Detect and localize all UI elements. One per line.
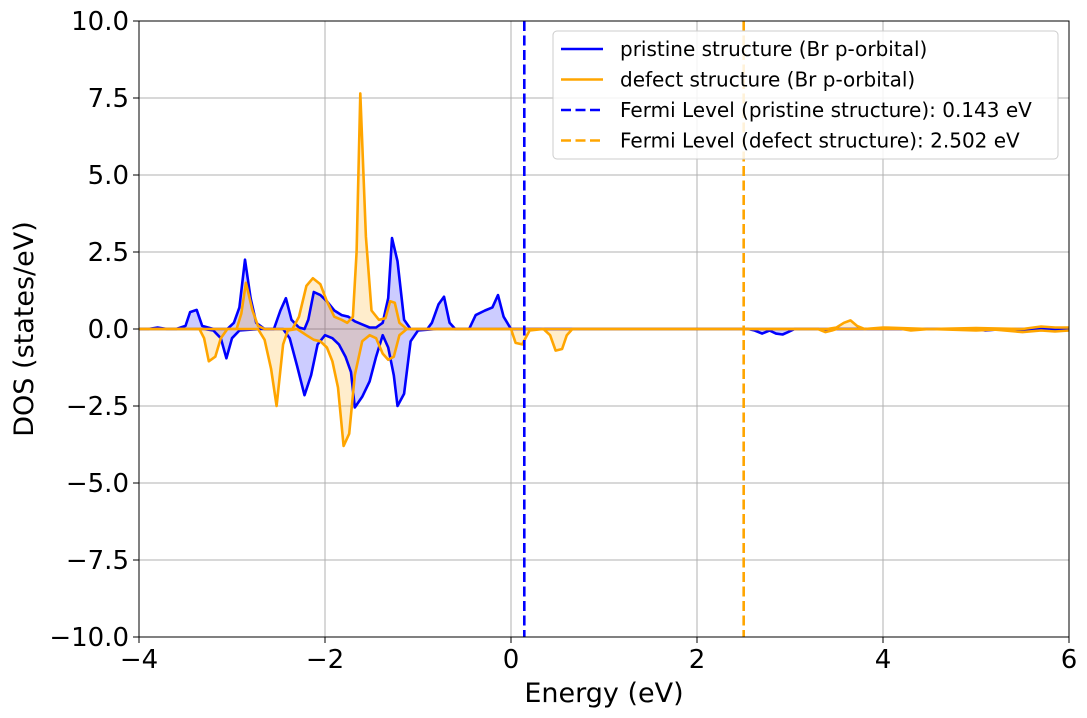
- y-tick-label: 5.0: [88, 161, 129, 191]
- x-tick-label: 6: [1061, 645, 1078, 675]
- y-tick-label: 2.5: [88, 238, 129, 268]
- y-axis-label: DOS (states/eV): [9, 221, 40, 436]
- x-axis-ticks: −4 −2 0 2 4 6: [120, 637, 1077, 675]
- legend-box: [552, 30, 1059, 160]
- y-tick-label: −7.5: [66, 546, 129, 576]
- series-1-down-line: [139, 327, 1070, 448]
- legend-label: Fermi Level (defect structure): 2.502 eV: [620, 129, 1020, 153]
- legend: pristine structure (Br p-orbital) defect …: [552, 30, 1059, 160]
- legend-label: Fermi Level (pristine structure): 0.143 …: [620, 98, 1032, 122]
- legend-label: pristine structure (Br p-orbital): [620, 37, 927, 61]
- y-tick-label: −10.0: [49, 623, 129, 653]
- x-tick-label: −4: [120, 645, 158, 675]
- x-tick-label: 2: [689, 645, 706, 675]
- y-tick-label: −2.5: [66, 392, 129, 422]
- y-tick-label: 7.5: [88, 84, 129, 114]
- x-tick-label: −2: [306, 645, 344, 675]
- legend-label: defect structure (Br p-orbital): [620, 68, 915, 92]
- series-lines: [139, 92, 1070, 448]
- y-tick-label: −5.0: [66, 469, 129, 499]
- x-tick-label: 0: [503, 645, 520, 675]
- x-axis-label: Energy (eV): [524, 678, 683, 709]
- y-tick-label: 0.0: [88, 315, 129, 345]
- series-0-down-fill: [139, 329, 1069, 408]
- y-axis-ticks: −10.0 −7.5 −5.0 −2.5 0.0 2.5 5.0 7.5 10.0: [49, 7, 139, 653]
- x-tick-label: 4: [875, 645, 892, 675]
- series-fills: [139, 93, 1069, 446]
- y-tick-label: 10.0: [71, 7, 129, 37]
